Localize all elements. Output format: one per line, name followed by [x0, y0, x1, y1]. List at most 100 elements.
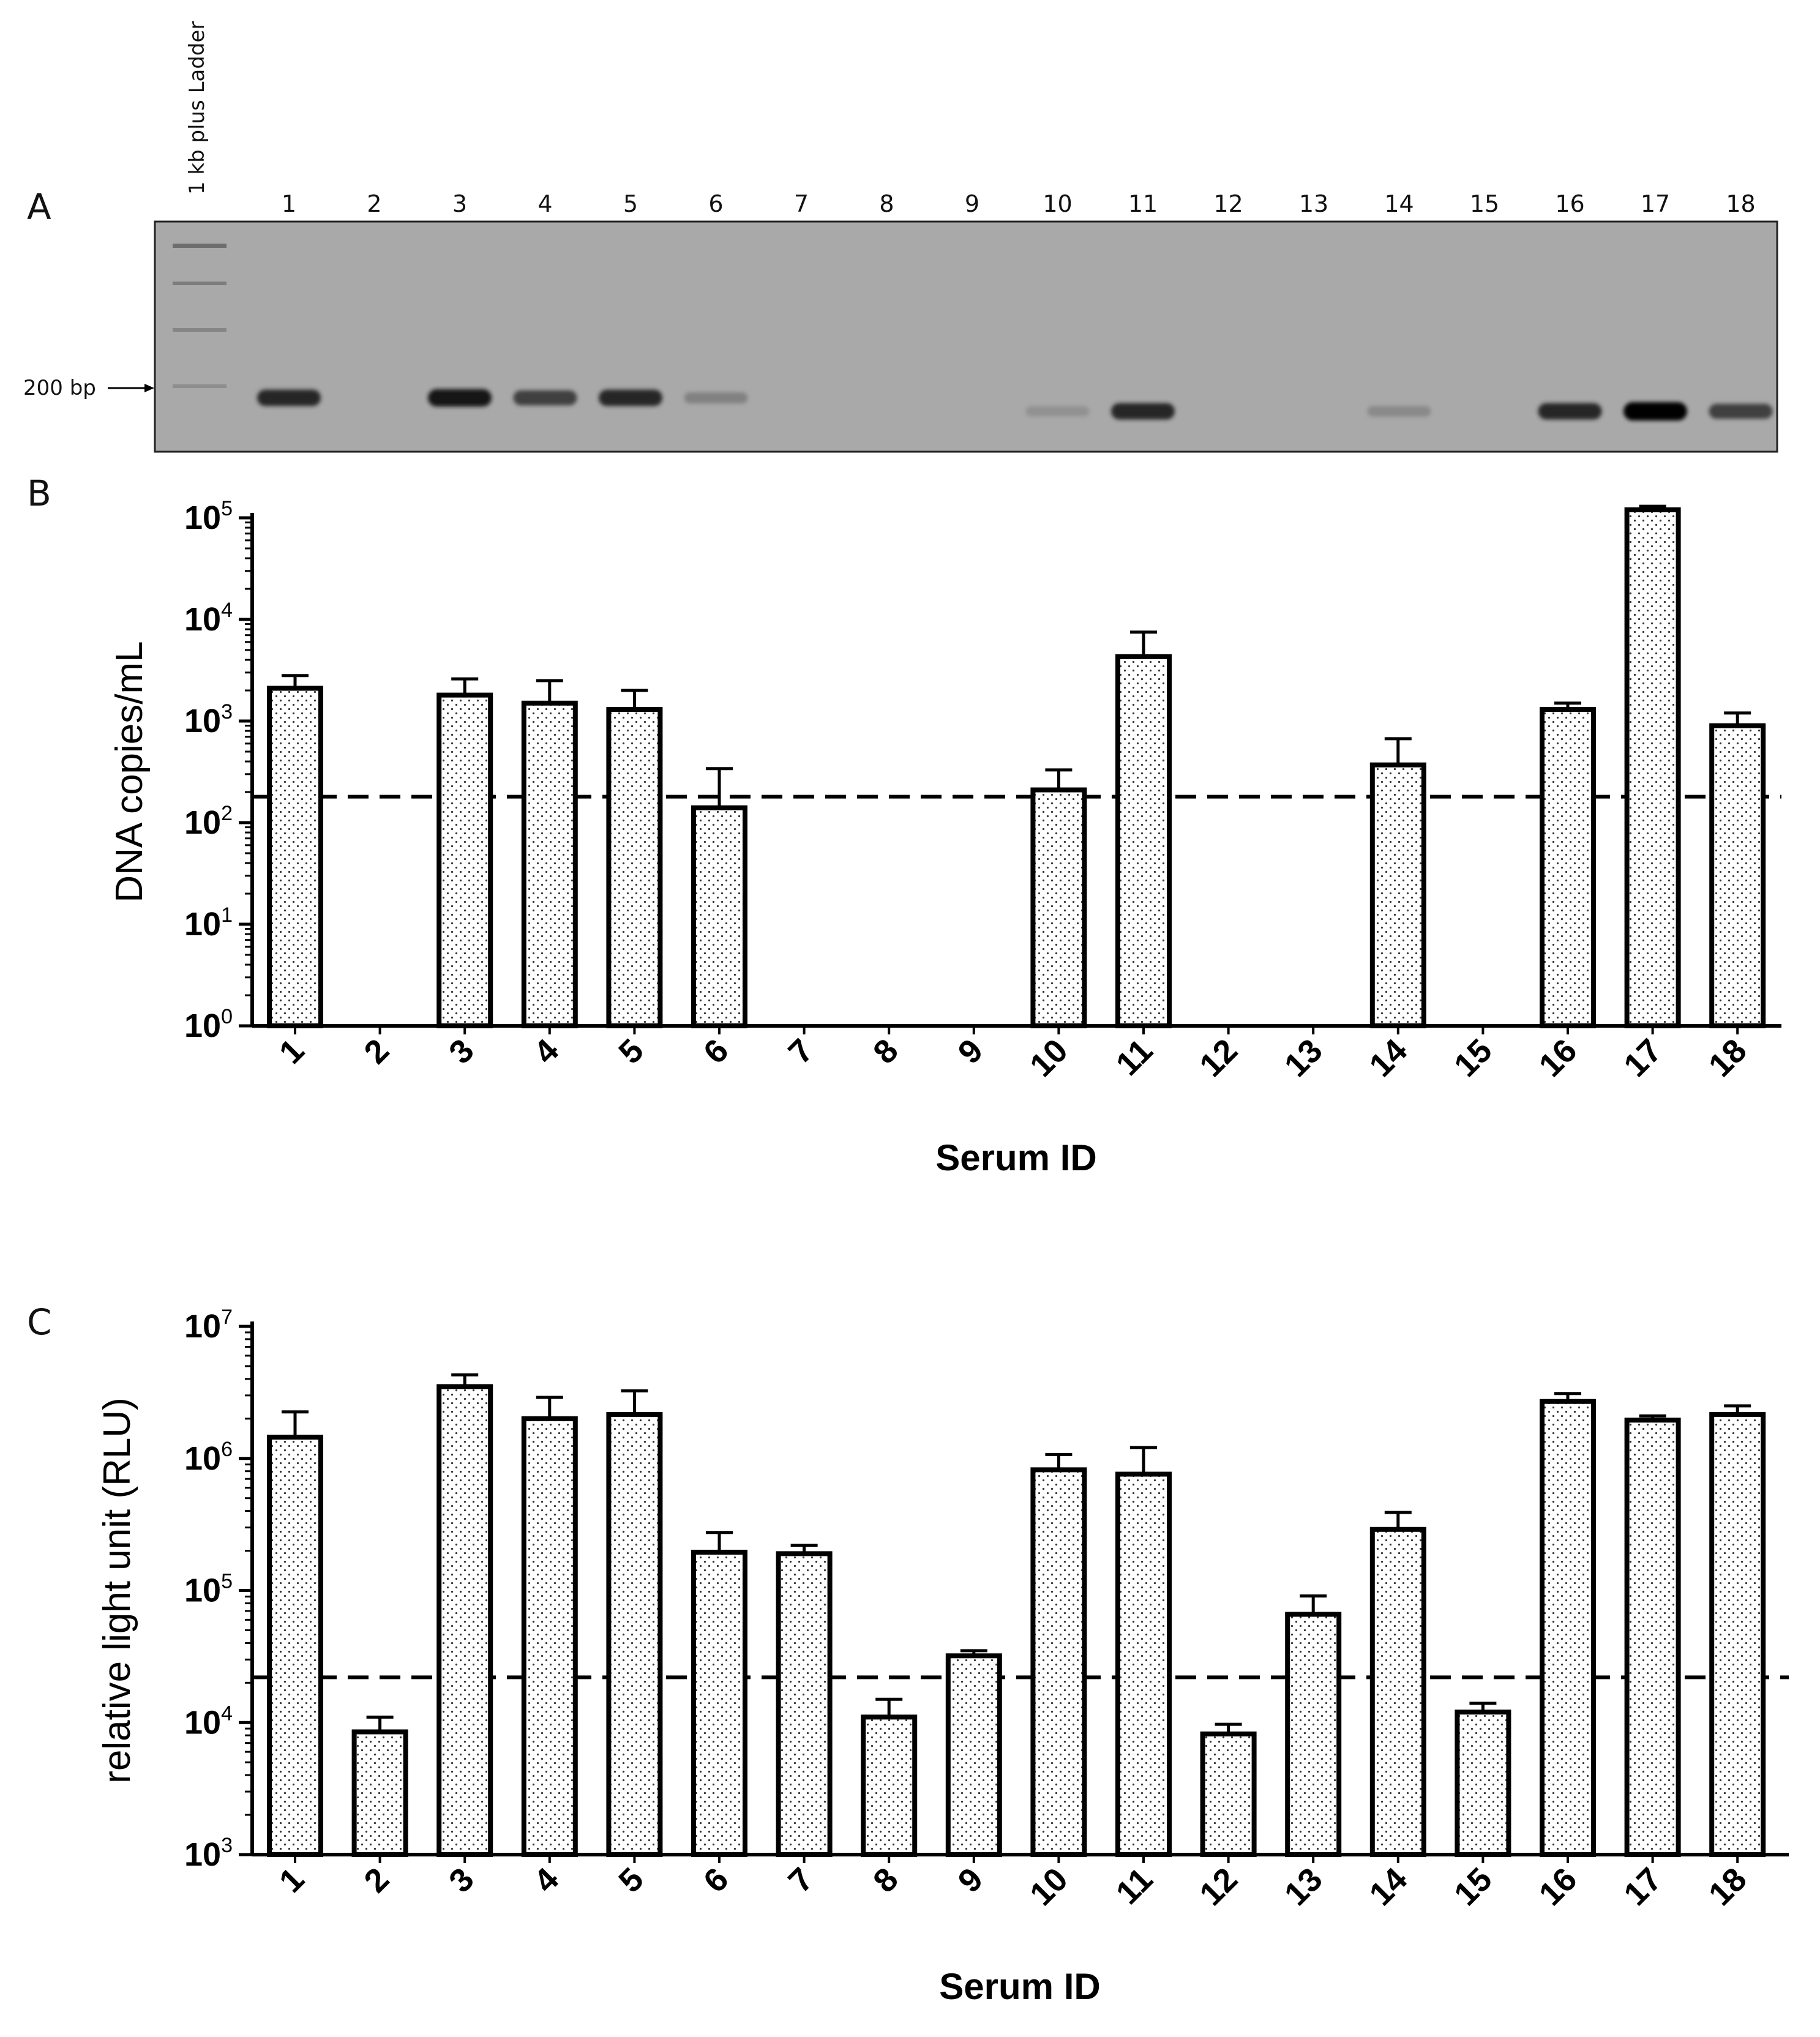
ladder-band — [173, 328, 227, 332]
y-tick-label: 103 — [184, 700, 233, 739]
x-axis-title: Serum ID — [935, 1137, 1096, 1178]
bar — [776, 1551, 833, 1857]
bar — [1624, 507, 1681, 1028]
x-tick-label: 14 — [1362, 1861, 1414, 1913]
panel-b-letter: B — [27, 473, 51, 514]
lane-label: 3 — [452, 190, 467, 217]
gel-band — [684, 392, 748, 403]
ladder-label: 1 kb plus Ladder — [185, 21, 209, 195]
lane-label: 12 — [1213, 190, 1243, 217]
x-tick-label: 4 — [527, 1032, 566, 1071]
bar — [1200, 1731, 1257, 1858]
x-tick-label: 18 — [1702, 1861, 1754, 1913]
x-tick-label: 5 — [612, 1861, 651, 1900]
lane-label: 18 — [1726, 190, 1755, 217]
bar — [1709, 1412, 1766, 1857]
y-axis-title: DNA copies/mL — [108, 641, 151, 902]
gel-band — [513, 390, 577, 406]
lane-label: 4 — [537, 190, 552, 217]
lane-label: 8 — [879, 190, 894, 217]
lane-labels: 1 2 3 4 5 6 7 8 9 10 11 12 13 14 15 16 17 18 — [282, 190, 1756, 217]
x-tick-label: 18 — [1702, 1032, 1754, 1084]
bar — [436, 1384, 493, 1858]
x-tick-label: 10 — [1023, 1861, 1075, 1913]
bar — [1030, 787, 1087, 1028]
x-tick-label: 14 — [1362, 1032, 1414, 1084]
bar — [1285, 1612, 1342, 1857]
y-tick-label: 106 — [184, 1438, 233, 1477]
marker-label: 200 bp — [23, 376, 96, 400]
bar — [691, 805, 747, 1029]
lane-label: 1 — [282, 190, 296, 217]
bar — [1455, 1710, 1511, 1858]
x-tick-label: 16 — [1532, 1032, 1584, 1084]
bar — [606, 707, 663, 1029]
gel-panel: A 1 kb plus Ladder 1 2 3 4 5 6 7 8 9 10 11 12 13 14 15… — [23, 21, 1778, 453]
bar — [1115, 1471, 1172, 1857]
y-tick-label: 105 — [184, 497, 233, 536]
bar — [1369, 1527, 1426, 1857]
x-tick-label: 12 — [1193, 1032, 1245, 1084]
gel-band — [1623, 402, 1687, 420]
x-tick-label: 13 — [1278, 1861, 1330, 1913]
y-tick-label: 104 — [184, 1702, 233, 1741]
bar — [1369, 762, 1426, 1028]
x-tick-label: 6 — [697, 1032, 736, 1071]
x-tick-label: 3 — [442, 1861, 481, 1900]
lane-label: 17 — [1641, 190, 1670, 217]
lane-label: 14 — [1384, 190, 1414, 217]
gel-band — [1025, 406, 1090, 417]
gel-band — [428, 389, 492, 407]
marker-arrow — [108, 384, 154, 392]
y-tick-label: 104 — [184, 599, 233, 638]
y-tick-label: 107 — [184, 1306, 233, 1345]
bar — [521, 700, 578, 1028]
lane-label: 7 — [794, 190, 809, 217]
x-tick-label: 8 — [866, 1032, 905, 1071]
gel-band — [1367, 406, 1431, 417]
x-tick-label: 17 — [1617, 1032, 1669, 1084]
panel-c-letter: C — [27, 1301, 52, 1343]
gel-band — [1709, 403, 1773, 419]
bar — [606, 1412, 663, 1857]
x-tick-label: 2 — [357, 1861, 396, 1900]
ladder-band — [173, 244, 227, 248]
ladder-band — [173, 384, 227, 388]
x-tick-label: 5 — [612, 1032, 651, 1071]
bar — [351, 1729, 408, 1857]
gel-band — [1111, 403, 1175, 420]
bar — [267, 686, 323, 1028]
x-tick-label: 9 — [951, 1032, 991, 1071]
x-tick-label: 11 — [1109, 1861, 1160, 1912]
x-tick-label: 16 — [1532, 1861, 1584, 1913]
bar — [1540, 1399, 1596, 1858]
x-tick-label: 1 — [272, 1032, 312, 1071]
lane-label: 15 — [1470, 190, 1499, 217]
x-tick-label: 7 — [781, 1861, 820, 1900]
y-tick-label: 102 — [184, 802, 233, 841]
bar — [1540, 707, 1596, 1029]
bar — [1709, 723, 1766, 1028]
x-tick-label: 15 — [1447, 1032, 1499, 1084]
gel-band — [257, 389, 321, 406]
y-tick-label: 105 — [184, 1570, 233, 1609]
y-tick-label: 101 — [184, 903, 233, 943]
x-tick-label: 2 — [357, 1032, 396, 1071]
lane-label: 2 — [367, 190, 381, 217]
x-tick-label: 8 — [866, 1861, 905, 1900]
y-axis-title: relative light unit (RLU) — [96, 1397, 138, 1784]
lane-label: 13 — [1299, 190, 1328, 217]
bar — [267, 1434, 323, 1857]
bar — [945, 1653, 1002, 1858]
ladder-band — [173, 282, 227, 285]
sample-bands — [257, 389, 1773, 420]
lane-label: 9 — [965, 190, 979, 217]
ladder-bands — [173, 244, 227, 388]
bar — [436, 692, 493, 1028]
x-tick-label: 11 — [1109, 1032, 1160, 1083]
y-tick-label: 103 — [184, 1834, 233, 1873]
bar — [521, 1416, 578, 1857]
